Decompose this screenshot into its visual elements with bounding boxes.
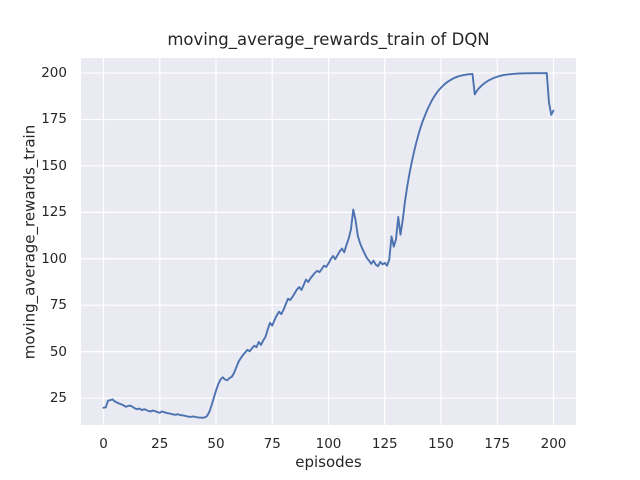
y-tick-label: 50: [49, 343, 67, 360]
x-tick-label: 25: [151, 436, 169, 452]
x-tick-label: 100: [315, 436, 342, 452]
y-tick-label: 200: [41, 65, 67, 82]
x-tick-label: 200: [540, 436, 567, 452]
x-tick-label: 150: [428, 436, 454, 452]
x-tick-label: 0: [99, 436, 108, 452]
plot-area: [81, 58, 576, 425]
line-chart: [81, 58, 576, 425]
x-axis-label: episodes: [295, 453, 362, 471]
y-tick-label: 125: [41, 204, 67, 221]
y-tick-label: 175: [41, 111, 67, 128]
y-tick-label: 25: [49, 390, 67, 407]
y-tick-label: 75: [49, 297, 67, 314]
x-tick-label: 50: [207, 436, 225, 452]
x-tick-label: 75: [263, 436, 281, 452]
series-line: [102, 72, 555, 419]
x-tick-label: 175: [484, 436, 511, 452]
y-axis-label: moving_average_rewards_train: [20, 124, 39, 360]
chart-title: moving_average_rewards_train of DQN: [167, 30, 490, 49]
y-tick-label: 100: [41, 250, 67, 267]
x-tick-label: 125: [371, 436, 398, 452]
y-tick-label: 150: [41, 157, 67, 174]
